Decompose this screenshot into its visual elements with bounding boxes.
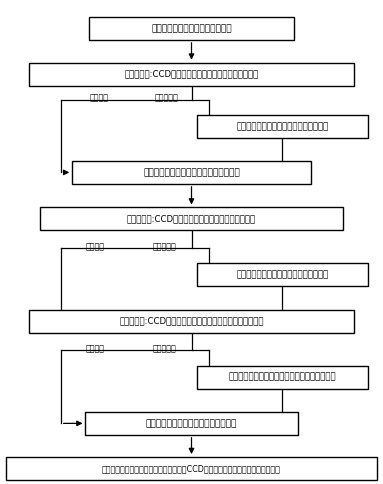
Text: 同心度检测:CCD相件进行仪表零件下光过滤中的同心度检测: 同心度检测:CCD相件进行仪表零件下光过滤中的同心度检测: [119, 317, 264, 326]
Text: 水平度检测:CCD相件进行仪表组件的安装面水平度检测: 水平度检测:CCD相件进行仪表组件的安装面水平度检测: [124, 70, 259, 78]
Text: 检测合格: 检测合格: [85, 344, 105, 353]
FancyBboxPatch shape: [197, 263, 368, 286]
FancyBboxPatch shape: [29, 62, 354, 86]
FancyBboxPatch shape: [197, 115, 368, 138]
FancyBboxPatch shape: [72, 161, 311, 184]
Text: 检测合格: 检测合格: [85, 242, 105, 251]
FancyBboxPatch shape: [85, 412, 298, 435]
Text: 夹取组件进行仪表组件安装面圆心度校准: 夹取组件进行仪表组件安装面圆心度校准: [236, 270, 329, 279]
Text: 同心度检测:CCD相件进行仪表零件测定首圆心度检测: 同心度检测:CCD相件进行仪表零件测定首圆心度检测: [127, 214, 256, 224]
Text: 检测不合格: 检测不合格: [155, 93, 179, 103]
FancyBboxPatch shape: [29, 310, 354, 333]
Text: 进行上、下治具松合，并通过圆心度检测CCD相件进行仪表组件装配精度及度复检: 进行上、下治具松合，并通过圆心度检测CCD相件进行仪表组件装配精度及度复检: [102, 464, 281, 473]
Text: 机械手进行仪表组件的安装面水平度校准: 机械手进行仪表组件的安装面水平度校准: [236, 122, 329, 131]
FancyBboxPatch shape: [6, 457, 377, 480]
Text: 锁配条件进行仪表条件下光过滤中的同心度校准: 锁配条件进行仪表条件下光过滤中的同心度校准: [229, 373, 336, 382]
Text: 锁配组件完成仪表组件装置并进行方圆: 锁配组件完成仪表组件装置并进行方圆: [146, 419, 237, 428]
Text: 机械手夹取下治具至装配台并定位: 机械手夹取下治具至装配台并定位: [151, 24, 232, 33]
Text: 机械手夹取合格仪表组件至中转平台备养: 机械手夹取合格仪表组件至中转平台备养: [143, 168, 240, 177]
Text: 检测不合格: 检测不合格: [153, 344, 177, 353]
FancyBboxPatch shape: [89, 17, 294, 40]
Text: 检测不合格: 检测不合格: [153, 242, 177, 251]
FancyBboxPatch shape: [197, 366, 368, 389]
FancyBboxPatch shape: [40, 208, 343, 230]
Text: 检测合格: 检测合格: [89, 93, 108, 103]
